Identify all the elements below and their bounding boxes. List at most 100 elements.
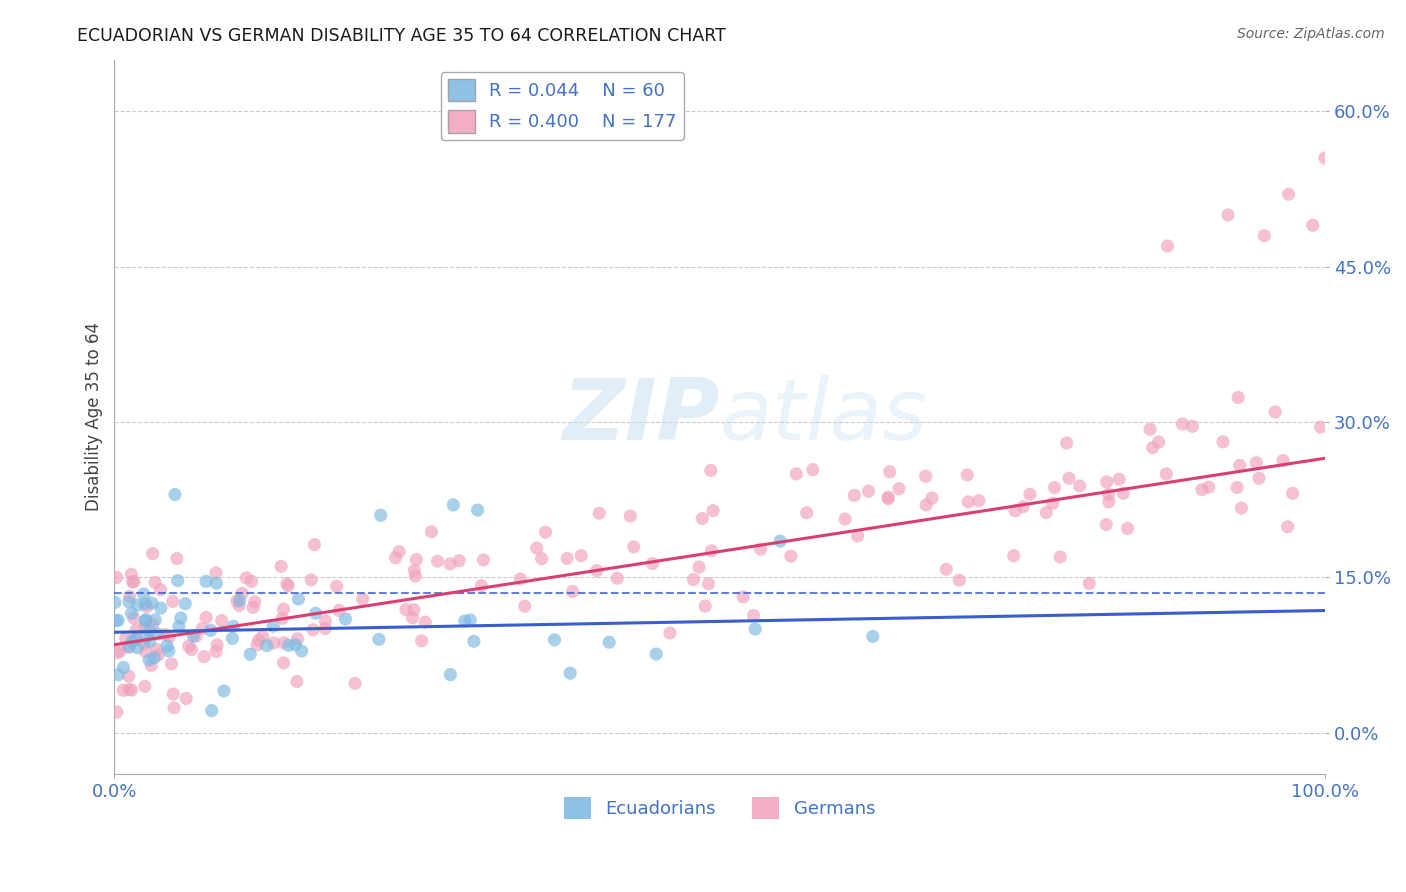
Point <box>287 592 309 607</box>
Point <box>277 579 299 593</box>
Point <box>846 529 869 543</box>
Point <box>690 511 713 525</box>
Point <box>211 614 233 628</box>
Point <box>226 594 249 608</box>
Point <box>834 512 856 526</box>
Point <box>404 564 426 578</box>
Point <box>138 634 160 648</box>
Point <box>530 551 553 566</box>
Point <box>1226 481 1249 495</box>
Point <box>367 632 389 647</box>
Point <box>1156 239 1178 253</box>
Point <box>157 630 180 644</box>
Point <box>645 647 668 661</box>
Point <box>1042 496 1064 510</box>
Point <box>352 592 374 607</box>
Point <box>688 560 710 574</box>
Point <box>1095 517 1118 532</box>
Point <box>470 579 492 593</box>
Point <box>163 701 186 715</box>
Point <box>270 559 292 574</box>
Point <box>733 590 755 604</box>
Point <box>143 575 166 590</box>
Point <box>166 574 188 588</box>
Point <box>104 614 127 628</box>
Point <box>201 704 224 718</box>
Point <box>658 626 681 640</box>
Point <box>125 632 148 647</box>
Point <box>335 612 357 626</box>
Point <box>174 597 197 611</box>
Point <box>239 647 262 661</box>
Point <box>222 619 245 633</box>
Point <box>134 619 156 633</box>
Point <box>948 573 970 587</box>
Point <box>472 553 495 567</box>
Point <box>877 491 900 506</box>
Point <box>141 658 163 673</box>
Legend: Ecuadorians, Germans: Ecuadorians, Germans <box>557 789 883 826</box>
Point <box>560 666 582 681</box>
Point <box>273 602 295 616</box>
Point <box>449 554 471 568</box>
Point <box>344 676 367 690</box>
Point <box>228 593 250 607</box>
Point <box>702 503 724 517</box>
Point <box>641 557 664 571</box>
Point <box>534 525 557 540</box>
Point <box>291 644 314 658</box>
Point <box>114 632 136 646</box>
Point <box>877 490 900 504</box>
Point <box>184 629 207 643</box>
Point <box>142 547 165 561</box>
Point <box>1198 480 1220 494</box>
Point <box>135 645 157 659</box>
Point <box>118 669 141 683</box>
Point <box>153 628 176 642</box>
Point <box>107 667 129 681</box>
Point <box>914 469 936 483</box>
Y-axis label: Disability Age 35 to 64: Disability Age 35 to 64 <box>86 322 103 511</box>
Point <box>299 573 322 587</box>
Text: atlas: atlas <box>720 376 928 458</box>
Point <box>744 622 766 636</box>
Point <box>785 467 807 481</box>
Point <box>118 640 141 654</box>
Point <box>105 570 128 584</box>
Point <box>157 644 180 658</box>
Point <box>143 613 166 627</box>
Point <box>780 549 803 564</box>
Point <box>801 463 824 477</box>
Point <box>555 551 578 566</box>
Point <box>1230 501 1253 516</box>
Point <box>1098 495 1121 509</box>
Point <box>388 544 411 558</box>
Text: ZIP: ZIP <box>562 376 720 458</box>
Point <box>1246 456 1268 470</box>
Point <box>120 567 142 582</box>
Point <box>305 606 328 620</box>
Point <box>1171 417 1194 431</box>
Point <box>174 691 197 706</box>
Point <box>606 571 628 585</box>
Point <box>134 679 156 693</box>
Text: Source: ZipAtlas.com: Source: ZipAtlas.com <box>1237 27 1385 41</box>
Point <box>413 615 436 629</box>
Point <box>205 638 228 652</box>
Point <box>395 602 418 616</box>
Point <box>108 644 131 658</box>
Point <box>1078 576 1101 591</box>
Point <box>142 617 165 632</box>
Point <box>256 639 278 653</box>
Point <box>235 571 257 585</box>
Point <box>104 595 127 609</box>
Point <box>205 566 228 580</box>
Point <box>135 613 157 627</box>
Point <box>138 653 160 667</box>
Point <box>887 482 910 496</box>
Point <box>1277 520 1299 534</box>
Point <box>1253 228 1275 243</box>
Point <box>105 705 128 719</box>
Point <box>1156 467 1178 481</box>
Point <box>149 582 172 597</box>
